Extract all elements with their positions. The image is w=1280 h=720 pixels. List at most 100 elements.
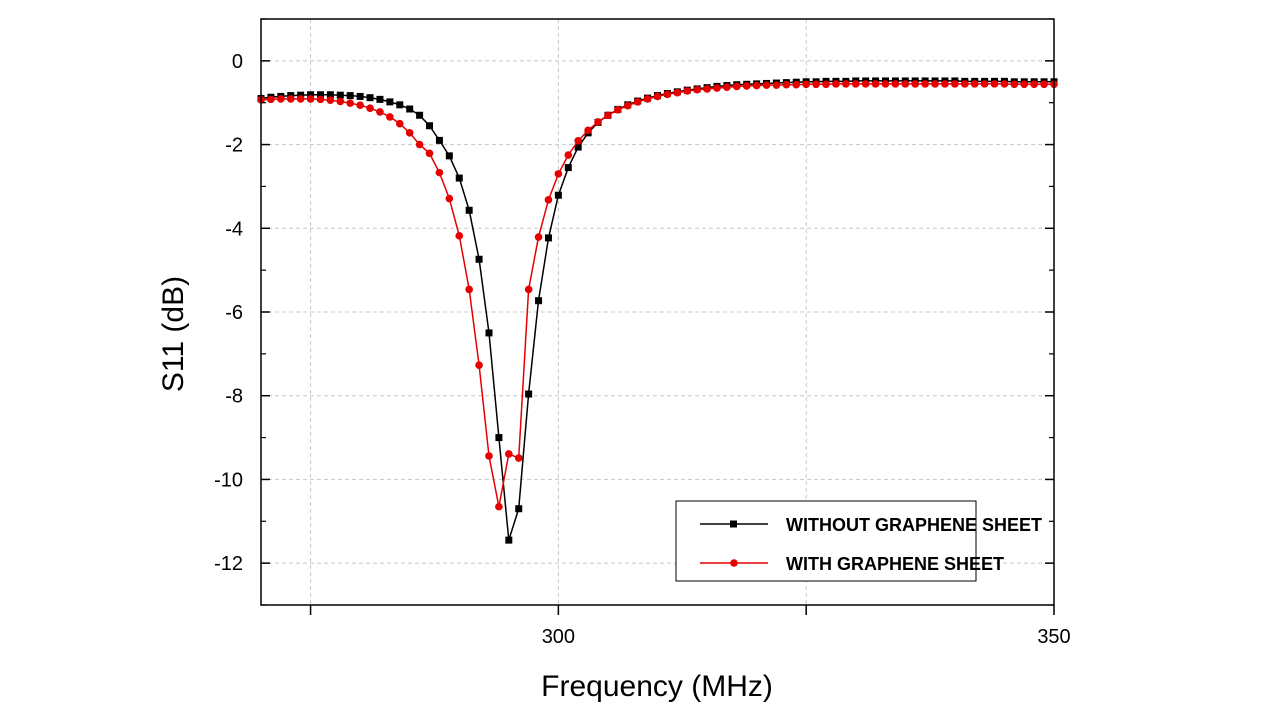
data-point-with-graphene: [772, 81, 781, 89]
data-point-without-graphene: [495, 434, 503, 442]
data-point-without-graphene: [485, 329, 493, 337]
data-point-without-graphene: [445, 152, 453, 160]
data-point-without-graphene: [544, 234, 552, 242]
data-point-with-graphene: [951, 80, 959, 88]
data-point-with-graphene: [851, 80, 860, 88]
x-tick-label: 350: [1037, 626, 1070, 648]
x-tick-label: 300: [542, 626, 575, 648]
data-point-with-graphene: [614, 106, 622, 114]
data-point-with-graphene: [633, 98, 642, 106]
x-axis-title: Frequency (MHz): [541, 670, 773, 703]
data-point-with-graphene: [1010, 80, 1019, 89]
data-point-without-graphene: [574, 143, 582, 151]
data-point-without-graphene: [505, 536, 513, 544]
axis-ticks: 0 -2 -4 -6 -8 -10 -12 300 350: [214, 18, 1071, 648]
data-point-with-graphene: [941, 80, 949, 88]
data-point-without-graphene: [426, 122, 434, 130]
data-point-with-graphene: [802, 80, 810, 89]
data-point-with-graphene: [554, 170, 563, 178]
data-point-with-graphene: [703, 85, 711, 93]
data-point-without-graphene: [336, 91, 344, 99]
data-point-with-graphene: [425, 149, 434, 158]
data-point-with-graphene: [901, 80, 910, 88]
data-point-with-graphene: [455, 232, 464, 240]
data-point-with-graphene: [1020, 80, 1029, 89]
data-point-with-graphene: [286, 95, 295, 103]
data-point-with-graphene: [713, 84, 721, 92]
data-point-with-graphene: [980, 80, 989, 88]
data-point-with-graphene: [683, 87, 692, 95]
data-point-with-graphene: [733, 82, 741, 91]
data-point-with-graphene: [812, 80, 820, 89]
data-point-with-graphene: [544, 196, 553, 204]
data-point-without-graphene: [316, 91, 324, 99]
data-point-with-graphene: [594, 118, 602, 126]
legend: WITHOUT GRAPHENE SHEET WITH GRAPHENE SHE…: [675, 500, 1042, 582]
legend-box: [675, 500, 977, 582]
data-point-with-graphene: [405, 129, 414, 137]
data-point-with-graphene: [564, 151, 573, 159]
data-point-with-graphene: [693, 85, 701, 94]
data-point-without-graphene: [564, 164, 572, 172]
data-point-without-graphene: [416, 111, 424, 119]
data-point-with-graphene: [485, 452, 493, 460]
series-line-1: [260, 83, 1054, 507]
data-point-with-graphene: [960, 80, 969, 88]
data-point-with-graphene: [376, 108, 384, 116]
data-point-with-graphene: [415, 140, 424, 149]
data-point-with-graphene: [435, 168, 444, 177]
data-point-with-graphene: [505, 450, 513, 458]
data-point-with-graphene: [663, 90, 672, 99]
series-line-0: [260, 80, 1054, 541]
data-point-with-graphene: [782, 80, 791, 89]
y-tick-label: -2: [225, 135, 243, 157]
data-point-with-graphene: [871, 80, 880, 88]
data-point-with-graphene: [742, 82, 751, 90]
data-point-without-graphene: [535, 297, 543, 305]
data-point-with-graphene: [1000, 80, 1009, 88]
data-point-with-graphene: [465, 285, 473, 294]
data-point-with-graphene: [723, 83, 731, 92]
data-point-with-graphene: [475, 361, 483, 369]
data-point-with-graphene: [822, 80, 830, 89]
data-point-with-graphene: [336, 97, 345, 106]
data-point-with-graphene: [792, 80, 801, 89]
y-tick-label: -10: [214, 469, 243, 491]
data-point-with-graphene: [861, 80, 870, 88]
data-point-with-graphene: [395, 119, 404, 128]
data-point-with-graphene: [534, 233, 543, 241]
data-point-without-graphene: [396, 101, 404, 109]
data-point-with-graphene: [267, 95, 275, 104]
data-point-with-graphene: [891, 80, 900, 88]
data-point-with-graphene: [495, 502, 503, 511]
data-point-with-graphene: [445, 194, 454, 203]
data-point-without-graphene: [475, 255, 483, 263]
data-point-with-graphene: [832, 80, 840, 88]
data-point-with-graphene: [653, 92, 662, 101]
data-point-with-graphene: [990, 80, 999, 88]
data-point-with-graphene: [604, 111, 612, 120]
data-point-with-graphene: [921, 80, 929, 88]
y-tick-label: 0: [232, 51, 243, 73]
data-point-without-graphene: [356, 92, 364, 100]
data-point-without-graphene: [366, 94, 374, 102]
data-point-with-graphene: [584, 126, 592, 135]
legend-label-without-graphene: WITHOUT GRAPHENE SHEET: [786, 515, 1042, 535]
legend-marker-without-graphene: [730, 520, 737, 528]
data-point-without-graphene: [455, 174, 463, 182]
series-layer: [257, 77, 1058, 544]
data-point-with-graphene: [514, 454, 523, 462]
data-point-with-graphene: [1030, 80, 1038, 89]
data-point-without-graphene: [307, 91, 315, 99]
data-point-without-graphene: [346, 92, 354, 100]
data-point-without-graphene: [376, 95, 384, 103]
data-point-without-graphene: [525, 390, 533, 398]
data-point-with-graphene: [931, 80, 939, 88]
data-point-with-graphene: [356, 101, 364, 110]
legend-marker-with-graphene: [730, 559, 738, 567]
data-point-without-graphene: [386, 98, 394, 106]
data-point-with-graphene: [346, 99, 355, 107]
data-point-with-graphene: [881, 80, 890, 88]
data-point-with-graphene: [623, 101, 632, 110]
